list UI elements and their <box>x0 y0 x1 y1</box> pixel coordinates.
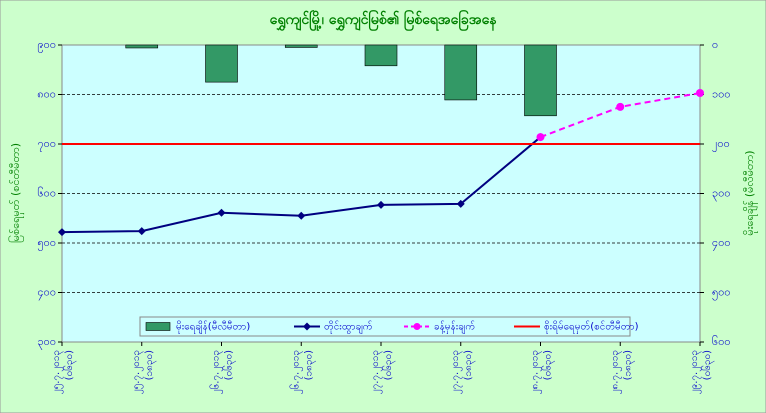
legend-label: တိုင်းထွာချက် <box>324 320 373 335</box>
y2-tick-label: ၁၀၀ <box>712 88 731 101</box>
y-tick-label: ၅၀၀ <box>37 236 56 251</box>
x-tick-label: ၂၆.၇.၂၀၁၃ <box>288 350 303 394</box>
y-axis-label: မြစ်ရေမှတ် (စင်တီမီတာ) <box>8 143 24 243</box>
marker <box>217 208 226 217</box>
x-tick-label: (၁၈၃၀) <box>463 350 476 380</box>
x-tick-label: ၂၆.၇.၂၀၁၃ <box>209 350 224 394</box>
x-tick-label: ၂၇.၇.၂၀၁၃ <box>450 350 463 394</box>
marker <box>377 200 385 209</box>
legend-label: မိုးရေချိန်(မီလီမီတာ) <box>176 320 250 335</box>
x-tick-label: (၀၆၃၀) <box>381 350 396 380</box>
bar <box>284 44 318 48</box>
x-tick-label: ၂၅.၇.၂၀၁၃ <box>131 350 144 394</box>
legend-box <box>139 316 631 337</box>
marker <box>696 89 704 98</box>
y2-tick-label: ၃၀၀ <box>712 187 731 202</box>
x-tick-label: (၀၆၃၀) <box>62 350 77 380</box>
x-tick-label: ၂၈.၇.၂၀၁၃ <box>530 350 543 394</box>
y-tick-label: ၆၀၀ <box>37 187 56 200</box>
legend-marker <box>413 323 421 330</box>
bar <box>125 44 159 49</box>
x-tick-label: ၂၈.၇.၂၀၁၃ <box>609 350 622 394</box>
y2-tick-label: ၂၀၀ <box>712 137 730 152</box>
x-tick-label: (၁၈၃၀) <box>144 350 157 380</box>
marker <box>536 133 545 142</box>
x-tick-label: (၁၈၃၀) <box>622 350 635 380</box>
legend-label: ခန့်မှန်းချက် <box>434 320 475 335</box>
x-tick-label: (၁၈၃၀) <box>303 350 316 380</box>
chart-title: ရွှေကျင်မြို့၊ ရွှေကျင်မြစ်၏ မြစ်ရေအခြေအ… <box>270 10 498 31</box>
marker <box>456 199 465 208</box>
marker <box>616 102 625 111</box>
x-tick-label: (၀၆၃၀) <box>222 350 237 380</box>
bar <box>444 44 478 101</box>
y-tick-label: ၄၀၀ <box>37 286 56 301</box>
x-tick-label: ၂၅.၇.၂၀၁၃ <box>51 350 64 394</box>
legend-marker <box>303 322 311 331</box>
y-tick-label: ၃၀၀ <box>37 335 56 350</box>
y2-tick-label: ၀ <box>712 38 718 51</box>
y-tick-label: ၈၀၀ <box>37 88 56 101</box>
y2-tick-label: ၅၀၀ <box>712 286 731 301</box>
marker <box>137 227 146 236</box>
bar <box>524 44 557 117</box>
y-tick-label: ၉၀၀ <box>37 38 56 53</box>
marker <box>58 228 66 237</box>
x-tick-label: ၂၇.၇.၂၀၁၃ <box>370 350 383 394</box>
marker <box>297 211 306 220</box>
legend-swatch <box>145 322 171 331</box>
x-tick-label: ၂၉.၇.၂၀၁၃ <box>689 350 702 394</box>
bar <box>364 44 398 67</box>
y2-tick-label: ၆၀၀ <box>712 335 731 348</box>
y2-axis-label: မိုးရေချိန် (မီလီမီတာ) <box>743 150 758 235</box>
bar <box>205 44 238 83</box>
y2-tick-label: ၄၀၀ <box>712 236 731 251</box>
legend-label: စိုးရိမ်ရေမှတ်(စင်တီမီတာ) <box>544 320 639 335</box>
x-tick-label: (၀၆၃၀) <box>541 350 556 380</box>
x-tick-label: (၀၆၃၀) <box>700 350 715 380</box>
y-tick-label: ၇၀၀ <box>37 137 56 152</box>
